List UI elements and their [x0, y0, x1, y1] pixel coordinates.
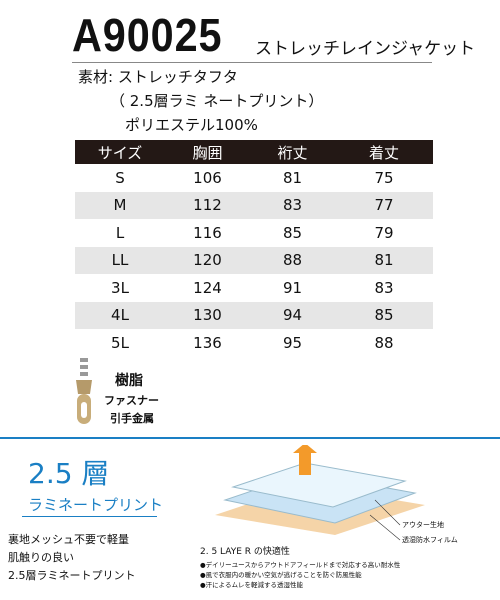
feature-line: 肌触りの良い [8, 551, 74, 564]
table-cell: 3L [111, 278, 129, 297]
table-cell: 77 [374, 196, 394, 215]
table-cell: L [115, 223, 125, 242]
table-cell: 79 [374, 223, 394, 242]
table-row: 5L 136 95 88 [75, 329, 433, 357]
table-cell: サイズ [97, 143, 143, 162]
table-cell: S [115, 168, 125, 187]
table-cell: 136 [193, 333, 222, 352]
divider [0, 437, 500, 439]
table-cell: 88 [374, 333, 394, 352]
table-cell: 91 [282, 278, 303, 297]
material: 素材: ストレッチタフタ [78, 68, 238, 86]
table-cell: M [113, 196, 127, 215]
feature-line: 裏地メッシュ不要で軽量 [8, 533, 129, 546]
table-cell: 94 [282, 306, 303, 325]
table-cell: 着丈 [368, 143, 399, 162]
rule [72, 62, 432, 63]
table-cell: 88 [282, 251, 303, 270]
table-row: L 116 85 79 [75, 219, 433, 247]
table-row: サイズ 胸囲 裄丈 着丈 [75, 140, 433, 164]
layer-diagram [215, 445, 425, 541]
feature-subtitle: ラミネートプリント [28, 496, 164, 514]
table-cell: 83 [374, 278, 394, 297]
product-code: A90025 [72, 9, 223, 61]
rule [22, 516, 157, 517]
product-name: ストレッチレインジャケット [255, 39, 476, 59]
feature-title: 2.5 層 [28, 457, 110, 490]
zipper-icon [76, 358, 92, 424]
material: （ 2.5層ラミ ネートプリント） [110, 92, 324, 110]
table-cell: 5L [111, 333, 129, 352]
diagram-label: 透湿防水フィルム [402, 536, 458, 544]
table-cell: 75 [374, 168, 394, 187]
table-cell: LL [111, 251, 129, 270]
bullet: ●汗によるムレを軽減する透湿性能 [200, 581, 303, 589]
table-row: M 112 83 77 [75, 191, 433, 219]
table-cell: 116 [193, 223, 222, 242]
zipper-text: 引手金属 [110, 412, 154, 425]
table-cell: 81 [374, 251, 394, 270]
zipper-text: 樹脂 [115, 373, 143, 389]
bullet: ●デイリーユースからアウトドアフィールドまで対応する高い耐水性 [200, 561, 401, 569]
table-cell: 130 [193, 306, 222, 325]
feature-line: 2.5層ラミネートプリント [8, 569, 136, 582]
table-row: 4L 130 94 85 [75, 301, 433, 329]
diagram-caption: 2. 5 LAYE R の快適性 [200, 547, 290, 557]
table-cell: 124 [193, 278, 222, 297]
table-cell: 83 [282, 196, 303, 215]
diagram-label: アウター生地 [402, 521, 444, 529]
table-cell: 120 [193, 251, 222, 270]
table-cell: 112 [193, 196, 222, 215]
table-cell: 胸囲 [192, 143, 223, 162]
table-cell: 85 [282, 223, 303, 242]
table-cell: 85 [374, 306, 394, 325]
size-table: サイズ 胸囲 裄丈 着丈 S 106 81 75 M 112 83 77 L 116 85 79 LL 120 88… [75, 140, 433, 357]
table-cell: 106 [193, 168, 222, 187]
zipper-text: ファスナー [104, 394, 159, 407]
table-cell: 裄丈 [277, 143, 308, 162]
table-row: LL 120 88 81 [75, 246, 433, 274]
table-row: 3L 124 91 83 [75, 274, 433, 302]
table-cell: 95 [282, 333, 303, 352]
table-row: S 106 81 75 [75, 164, 433, 192]
table-cell: 81 [282, 168, 303, 187]
bullet: ●風で衣服内の暖かい空気が逃げることを防ぐ防風性能 [200, 571, 362, 579]
material: ポリエステル100% [125, 116, 258, 134]
table-cell: 4L [111, 306, 129, 325]
